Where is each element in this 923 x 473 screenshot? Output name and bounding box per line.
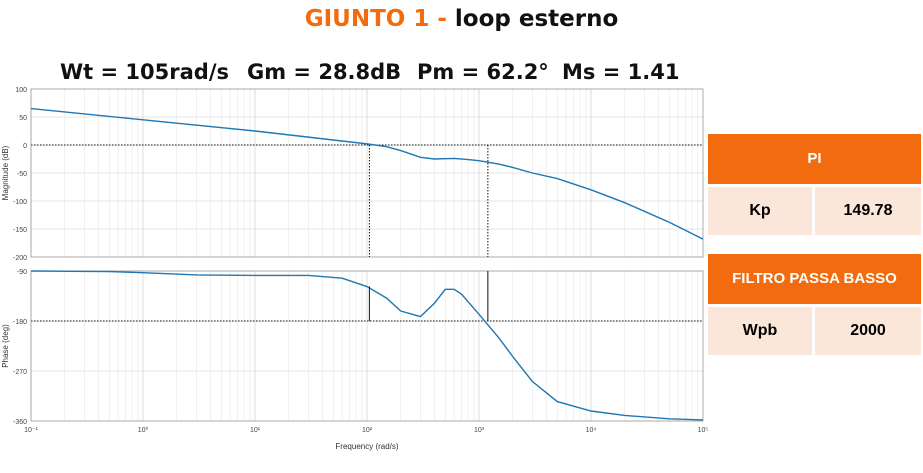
phase-y-axis-label: Phase (deg) [1, 324, 10, 368]
sensitivity-peak: Ms = 1.41 [562, 60, 680, 84]
phase-y-tick-label: -270 [13, 369, 27, 376]
crossover-frequency: Wt = 105rad/s [60, 60, 229, 84]
title-accent: GIUNTO 1 - [304, 6, 447, 32]
kp-label: Kp [708, 187, 812, 235]
gain-margin: Gm = 28.8dB [247, 60, 402, 84]
slide-title: GIUNTO 1 - loop esterno [0, 6, 923, 32]
filter-header: FILTRO PASSA BASSO [708, 254, 921, 304]
magnitude-axes: 100 50 0 -50 -100 -150 -200 Magnitude (dB) [1, 87, 704, 262]
x-tick-label: 10⁴ [586, 427, 597, 434]
phase-margin: Pm = 62.2° [417, 60, 549, 84]
x-tick-label: 10³ [474, 427, 485, 434]
x-tick-label: 10² [362, 427, 373, 434]
x-tick-label: 10⁵ [698, 427, 709, 434]
x-tick-label: 10¹ [250, 427, 261, 434]
kp-row: Kp 149.78 [708, 187, 921, 235]
magnitude-y-tick-label: 100 [15, 87, 27, 94]
magnitude-frame [30, 88, 704, 258]
magnitude-y-tick-label: -200 [13, 255, 27, 262]
x-tick-label: 10⁰ [138, 426, 149, 434]
x-axis-label: Frequency (rad/s) [335, 442, 398, 451]
phase-axes: -90 -180 -270 -360 Phase (deg) 10⁻¹ 10⁰ 10¹ 10² 1… [1, 269, 708, 451]
magnitude-y-axis-label: Magnitude (dB) [1, 145, 10, 200]
phase-frame [30, 270, 704, 422]
wpb-value: 2000 [815, 307, 921, 355]
pi-header: PI [708, 134, 921, 184]
x-tick-label: 10⁻¹ [24, 427, 38, 434]
wpb-row: Wpb 2000 [708, 307, 921, 355]
magnitude-y-tick-label: 50 [19, 115, 27, 122]
magnitude-y-tick-label: 0 [23, 143, 27, 150]
parameters-table: PI Kp 149.78 FILTRO PASSA BASSO Wpb 2000 [708, 134, 921, 358]
title-rest: loop esterno [454, 6, 619, 32]
magnitude-y-tick-label: -100 [13, 199, 27, 206]
phase-y-tick-label: -360 [13, 419, 27, 426]
phase-series-line [30, 270, 704, 421]
magnitude-series-line [30, 107, 704, 240]
metrics-bar: Wt = 105rad/s Gm = 28.8dB Pm = 62.2° Ms … [60, 60, 700, 90]
kp-value: 149.78 [815, 187, 921, 235]
phase-y-tick-label: -180 [13, 319, 27, 326]
magnitude-y-tick-label: -150 [13, 227, 27, 234]
magnitude-y-tick-label: -50 [17, 171, 27, 178]
phase-y-tick-label: -90 [17, 269, 27, 276]
wpb-label: Wpb [708, 307, 812, 355]
